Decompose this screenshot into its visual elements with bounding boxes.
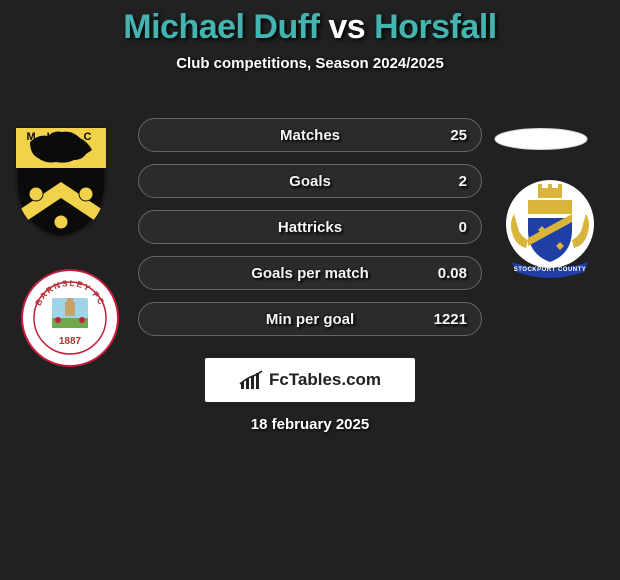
barnsley-crest-icon: BARNSLEY FC 1887 <box>20 268 120 368</box>
subtitle: Club competitions, Season 2024/2025 <box>0 55 620 72</box>
stat-value: 25 <box>450 119 467 151</box>
svg-text:M U F C: M U F C <box>27 131 96 143</box>
mufc-crest-icon: M U F C <box>10 120 112 240</box>
title-player2: Horsfall <box>374 8 497 46</box>
stat-value: 0 <box>459 211 467 243</box>
stat-row-goals-per-match: Goals per match 0.08 <box>138 256 482 290</box>
stat-label: Min per goal <box>139 303 481 335</box>
stats-area: Matches 25 Goals 2 Hattricks 0 Goals per… <box>138 118 482 348</box>
stockport-crest-icon: STOCKPORT COUNTY <box>498 174 602 278</box>
stat-row-matches: Matches 25 <box>138 118 482 152</box>
stat-label: Goals per match <box>139 257 481 289</box>
stat-row-goals: Goals 2 <box>138 164 482 198</box>
stat-label: Matches <box>139 119 481 151</box>
brand-box[interactable]: FcTables.com <box>205 358 415 402</box>
stat-row-min-per-goal: Min per goal 1221 <box>138 302 482 336</box>
stat-row-hattricks: Hattricks 0 <box>138 210 482 244</box>
brand-text: FcTables.com <box>269 370 381 390</box>
date-line: 18 february 2025 <box>0 416 620 433</box>
stat-label: Goals <box>139 165 481 197</box>
rugby-ball-icon <box>494 128 588 150</box>
stat-label: Hattricks <box>139 211 481 243</box>
page-title: Michael Duff vs Horsfall <box>0 8 620 47</box>
title-wrap: Michael Duff vs Horsfall Club competitio… <box>0 0 620 72</box>
title-player1: Michael Duff <box>123 8 319 46</box>
bar-chart-icon <box>239 370 263 390</box>
title-vs: vs <box>328 8 365 46</box>
stat-value: 2 <box>459 165 467 197</box>
stat-value: 1221 <box>434 303 467 335</box>
barnsley-year: 1887 <box>59 336 82 347</box>
stat-value: 0.08 <box>438 257 467 289</box>
stockport-label: STOCKPORT COUNTY <box>514 267 587 273</box>
